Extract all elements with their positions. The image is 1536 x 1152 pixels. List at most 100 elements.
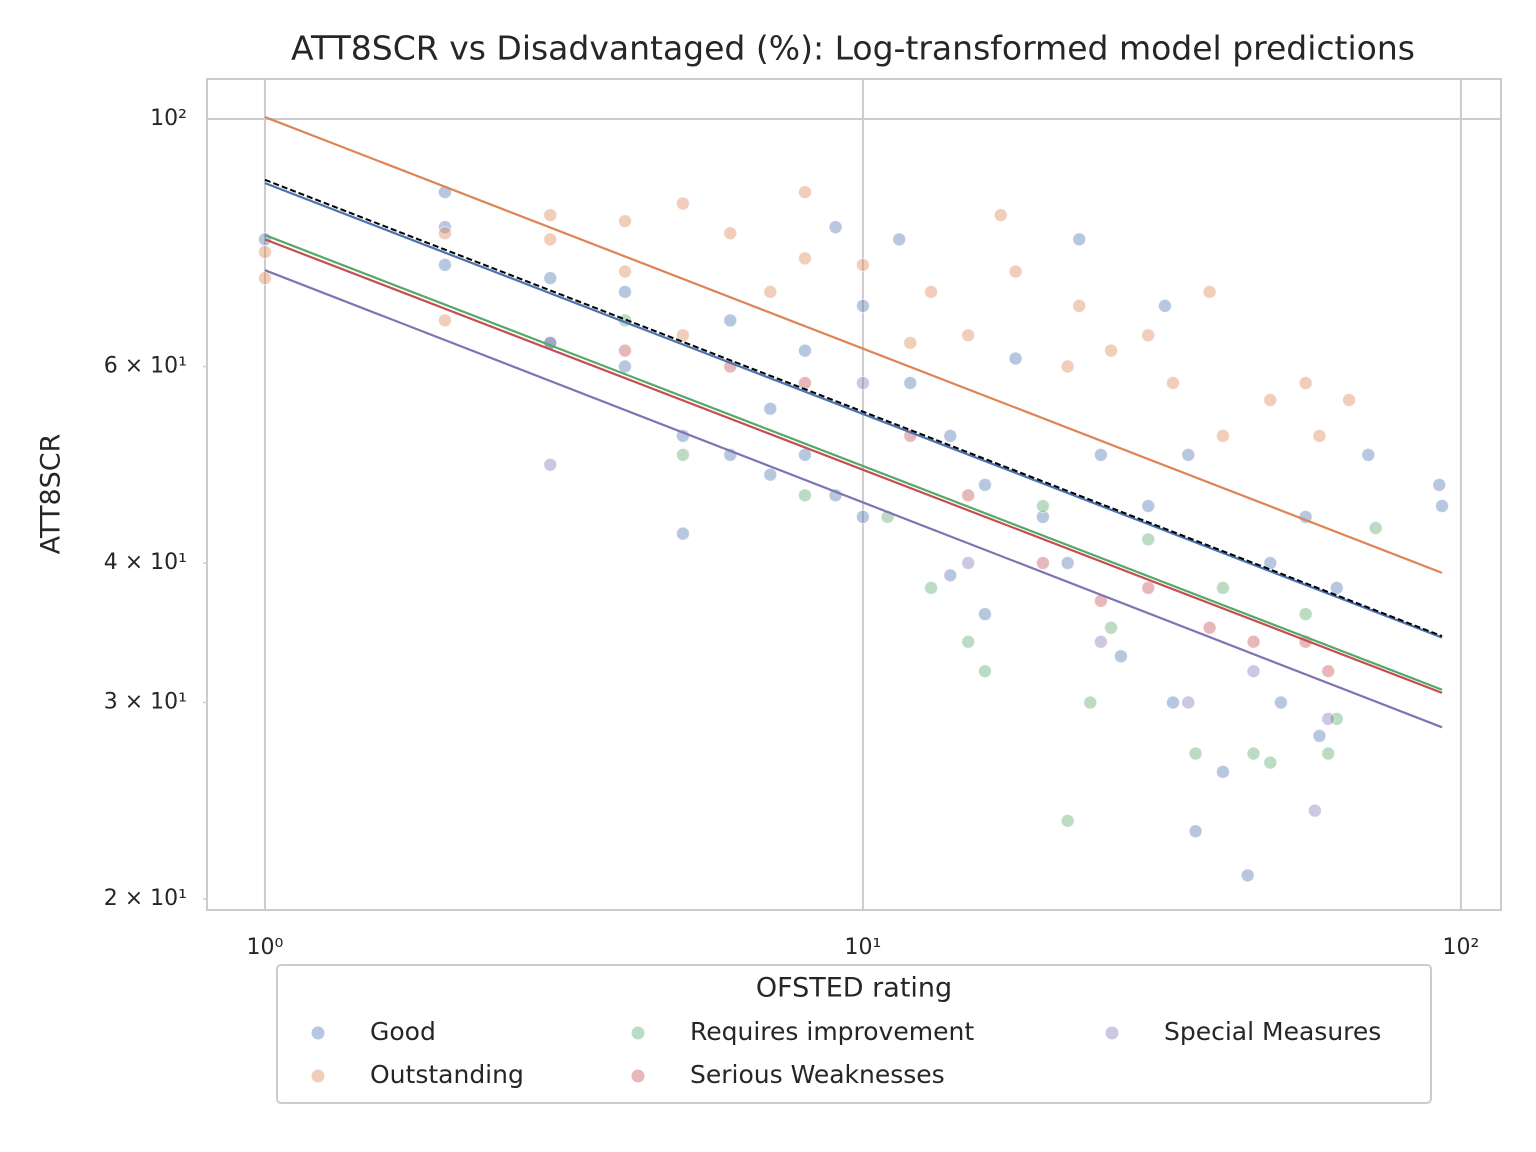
scatter-point <box>1141 580 1156 595</box>
scatter-point <box>1104 620 1119 635</box>
scatter-point <box>543 457 558 472</box>
scatter-point <box>855 375 870 390</box>
legend-marker <box>1105 1026 1119 1040</box>
scatter-point <box>1307 803 1322 818</box>
scatter-point <box>1165 375 1180 390</box>
y-tick-label: 4 × 10¹ <box>104 550 187 575</box>
y-axis-label: ATT8SCR <box>36 434 67 555</box>
y-tick-label: 3 × 10¹ <box>104 689 187 714</box>
scatter-point <box>855 298 870 313</box>
scatter-point <box>1202 620 1217 635</box>
fit-line <box>264 269 1443 729</box>
scatter-point <box>675 447 690 462</box>
scatter-point <box>1312 428 1327 443</box>
scatter-point <box>437 226 452 241</box>
scatter-point <box>961 328 976 343</box>
scatter-point <box>1240 868 1255 883</box>
scatter-point <box>675 526 690 541</box>
x-tick-label: 10² <box>1442 935 1479 960</box>
scatter-point <box>1072 232 1087 247</box>
scatter-point <box>1361 447 1376 462</box>
scatter-point <box>961 634 976 649</box>
scatter-point <box>1072 298 1087 313</box>
plot-frame <box>206 78 1502 911</box>
legend-label: Good <box>370 1017 436 1046</box>
scatter-point <box>1157 298 1172 313</box>
scatter-point <box>763 401 778 416</box>
fit-line <box>264 234 1443 691</box>
scatter-point <box>855 257 870 272</box>
scatter-point <box>1060 556 1075 571</box>
fit-line <box>264 182 1443 639</box>
scatter-point <box>797 251 812 266</box>
scatter-point <box>617 284 632 299</box>
scatter-point <box>1202 284 1217 299</box>
scatter-point <box>543 232 558 247</box>
scatter-series <box>543 335 1336 818</box>
scatter-point <box>943 568 958 583</box>
fit-line <box>264 116 1443 574</box>
scatter-point <box>961 488 976 503</box>
scatter-point <box>797 343 812 358</box>
legend-marker <box>631 1069 645 1083</box>
scatter-point <box>1060 359 1075 374</box>
fit-line <box>264 178 1443 638</box>
scatter-point <box>797 488 812 503</box>
scatter-series <box>257 185 1357 443</box>
legend-box <box>276 964 1432 1104</box>
scatter-point <box>675 196 690 211</box>
scatter-point <box>1342 392 1357 407</box>
scatter-point <box>1093 634 1108 649</box>
scatter-point <box>1321 664 1336 679</box>
scatter-point <box>257 244 272 259</box>
scatter-point <box>977 607 992 622</box>
scatter-point <box>1263 392 1278 407</box>
scatter-series <box>617 313 1383 828</box>
scatter-point <box>903 335 918 350</box>
scatter-point <box>1113 649 1128 664</box>
scatter-point <box>961 556 976 571</box>
scatter-point <box>257 271 272 286</box>
scatter-point <box>828 220 843 235</box>
scatter-point <box>855 509 870 524</box>
scatter-point <box>543 271 558 286</box>
scatter-point <box>1263 755 1278 770</box>
scatter-point <box>1181 447 1196 462</box>
y-tick-label: 10² <box>150 106 187 131</box>
legend-marker <box>631 1026 645 1040</box>
scatter-point <box>797 375 812 390</box>
scatter-point <box>1215 428 1230 443</box>
scatter-point <box>543 208 558 223</box>
scatter-point <box>977 477 992 492</box>
legend-label: Requires improvement <box>690 1017 974 1046</box>
scatter-point <box>1165 695 1180 710</box>
scatter-point <box>617 343 632 358</box>
scatter-point <box>1035 498 1050 513</box>
legend: OFSTED rating Good Outstanding Requires imp… <box>276 964 1432 1104</box>
scatter-point <box>1312 728 1327 743</box>
scatter-point <box>1215 764 1230 779</box>
scatter-point <box>1035 509 1050 524</box>
scatter-series <box>617 343 1336 679</box>
scatter-point <box>924 580 939 595</box>
scatter-point <box>1321 746 1336 761</box>
scatter-point <box>1008 264 1023 279</box>
scatter-point <box>763 284 778 299</box>
scatter-point <box>977 664 992 679</box>
scatter-point <box>723 313 738 328</box>
scatter-point <box>1246 664 1261 679</box>
scatter-point <box>1329 580 1344 595</box>
scatter-point <box>1298 607 1313 622</box>
scatter-point <box>723 226 738 241</box>
scatter-point <box>1060 813 1075 828</box>
scatter-point <box>1246 634 1261 649</box>
scatter-point <box>437 313 452 328</box>
legend-label: Outstanding <box>370 1060 524 1089</box>
scatter-point <box>1093 447 1108 462</box>
scatter-point <box>1432 477 1447 492</box>
legend-marker <box>311 1026 325 1040</box>
y-tick-label: 2 × 10¹ <box>104 886 187 911</box>
scatter-point <box>892 232 907 247</box>
scatter-point <box>924 284 939 299</box>
